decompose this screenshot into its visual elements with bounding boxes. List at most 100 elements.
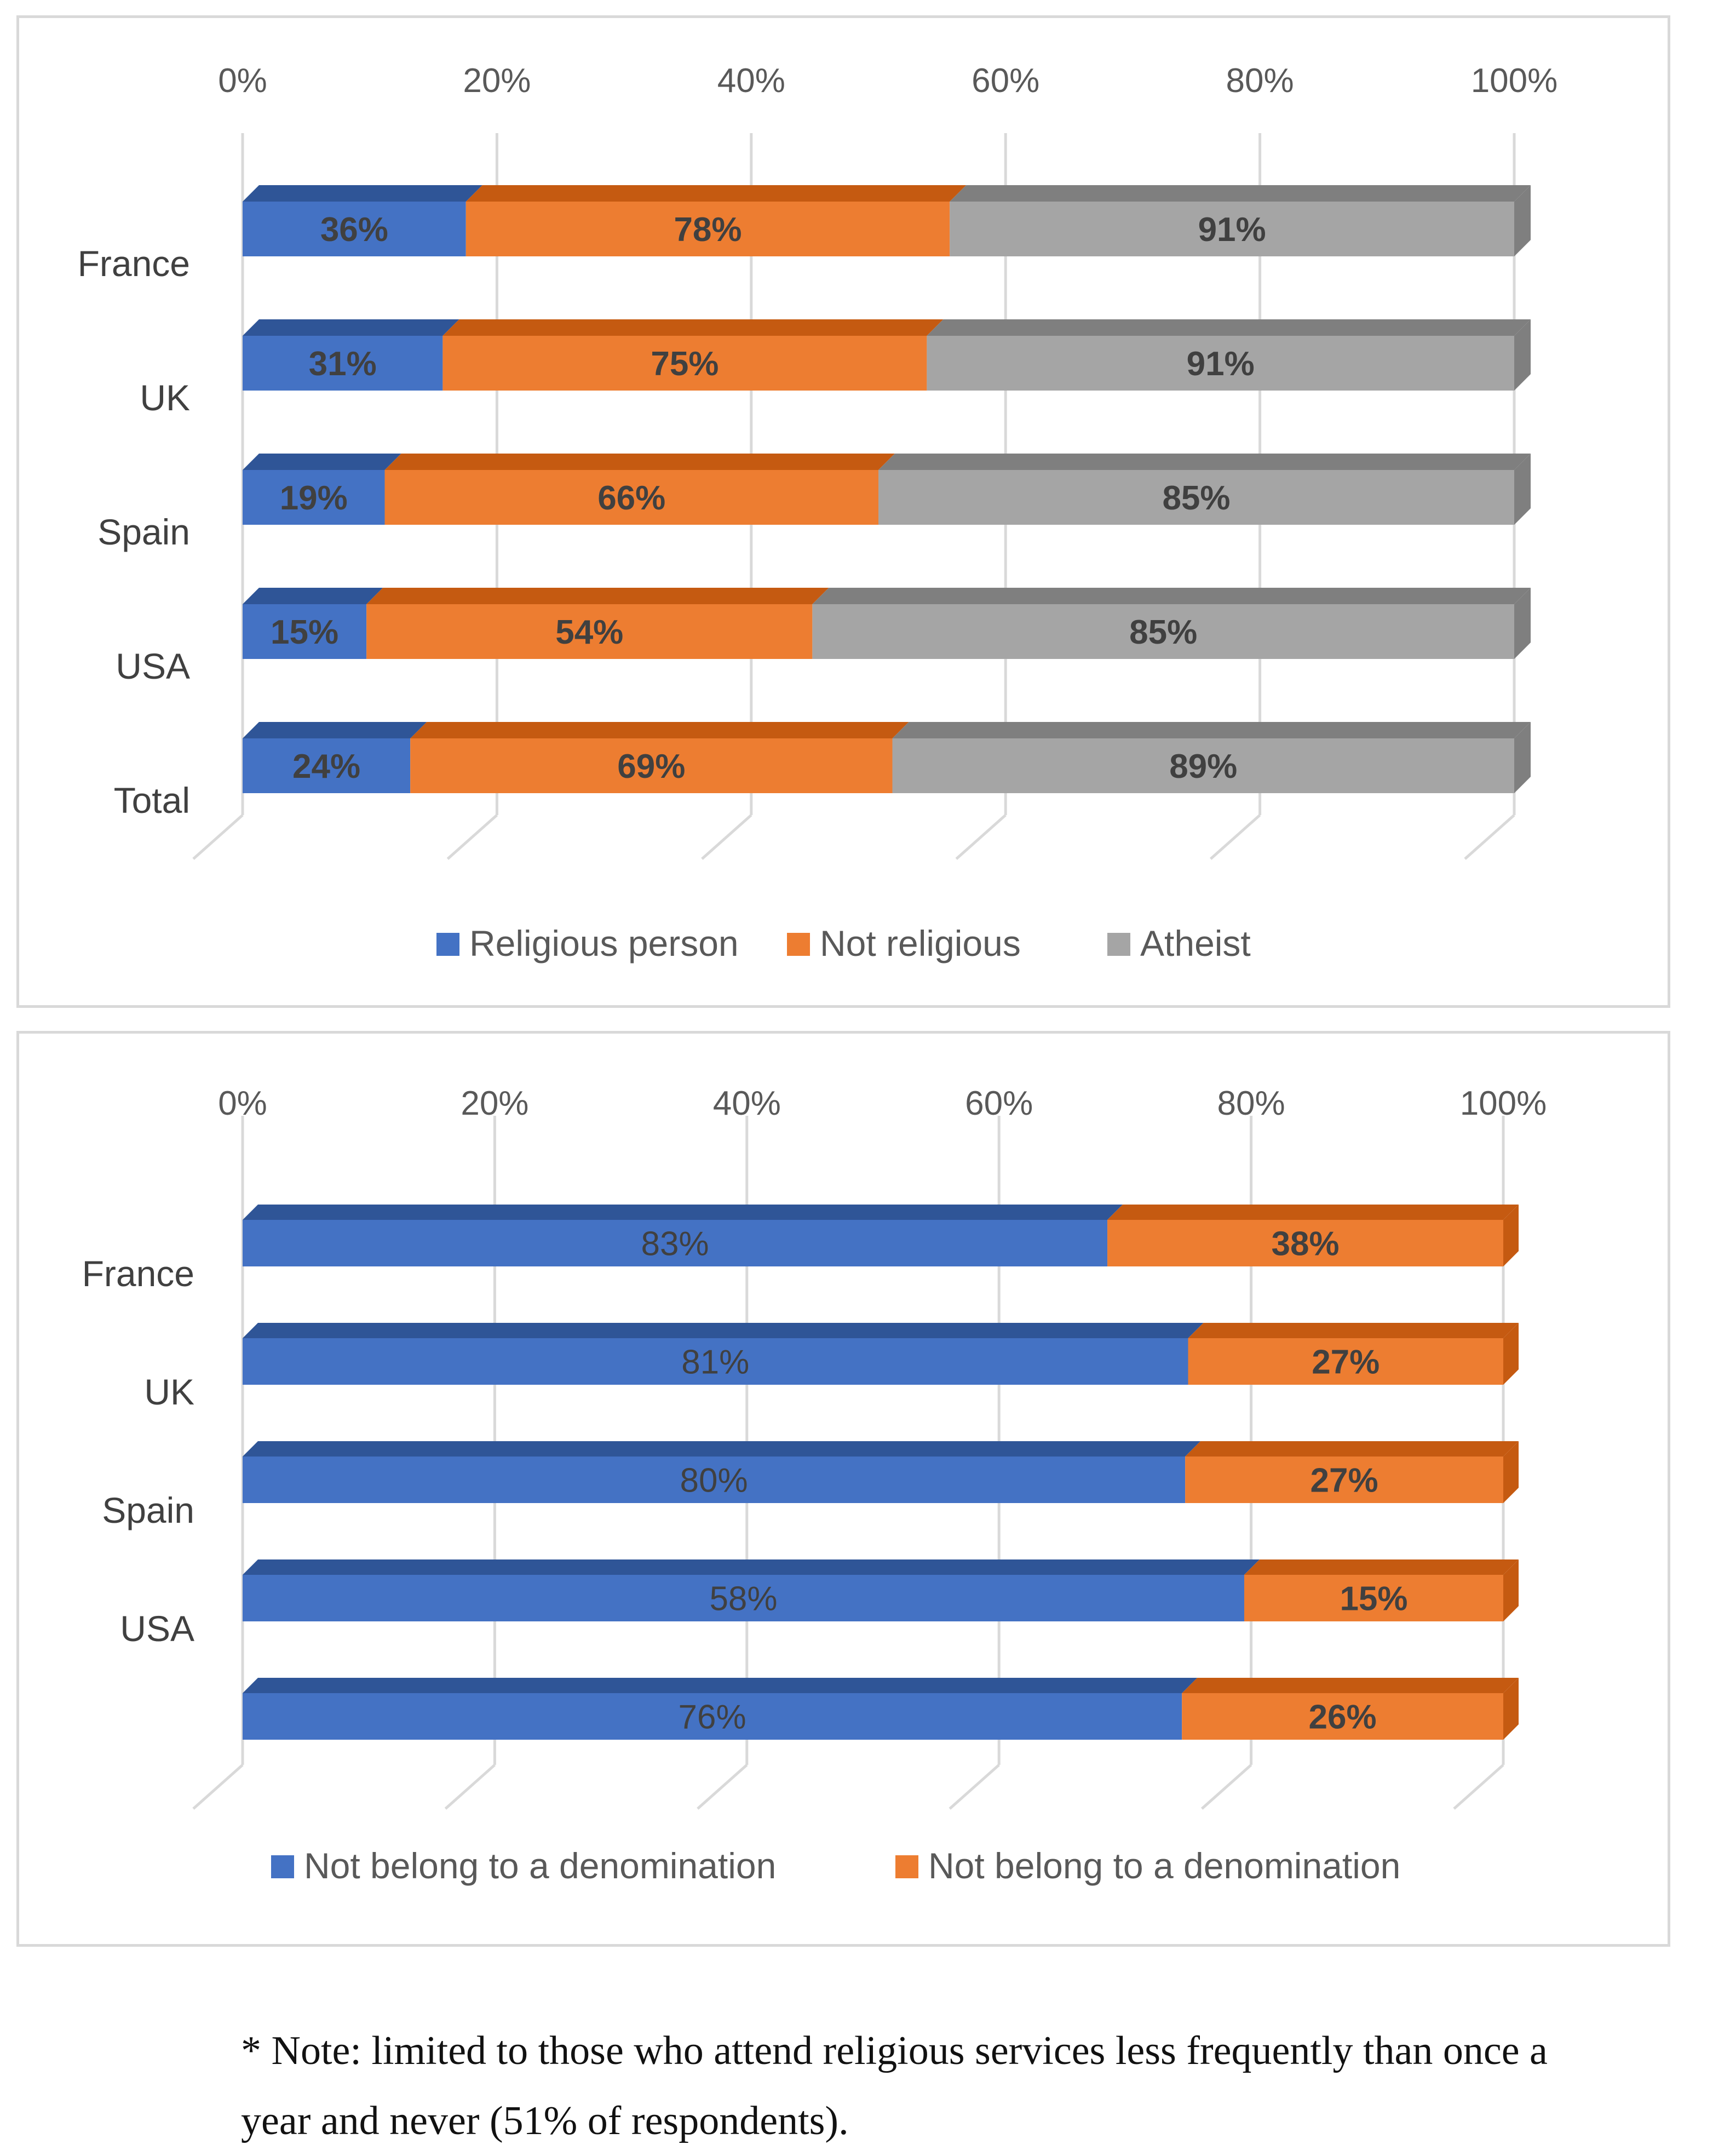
chart-religiosity-by-country: 0% 20% 40% 60% 80% 100% France 36% 78% 91% UK 31% 75…: [78, 62, 1558, 964]
chart-panel-denomination: 0% 20% 40% 60% 80% 100% France 83% 38% UK 81% 27% Sp…: [16, 1031, 1670, 1947]
bar-top-religious-person-0-usa: [243, 588, 383, 604]
data-label-atheist-2-france: 91%: [1198, 211, 1266, 249]
data-label-not-belong-to-a-denomination-0-uk: 81%: [681, 1344, 749, 1381]
bar-religious-person-0-spain: [243, 470, 385, 525]
floor-line-4: [1200, 1764, 1252, 1810]
data-label-not-belong-to-a-denomination-1-france: 38%: [1271, 1225, 1339, 1263]
bar-not-religious-1-usa: [366, 604, 813, 659]
bar-side-usa: [1514, 588, 1531, 659]
bar-not-belong-to-a-denomination-1-blank: [1182, 1693, 1503, 1740]
legend-swatch-2: [1107, 933, 1130, 956]
bar-not-belong-to-a-denomination-1-france: [1107, 1220, 1503, 1266]
bar-top-not-belong-to-a-denomination-1-france: [1107, 1205, 1519, 1220]
category-label-usa: USA: [120, 1608, 194, 1649]
bar-top-atheist-2-france: [950, 185, 1531, 202]
data-label-religious-person-0-uk: 31%: [309, 345, 377, 383]
data-label-not-belong-to-a-denomination-0-blank: 76%: [679, 1699, 746, 1736]
floor-line-3: [949, 1764, 1000, 1810]
floor-line-5: [1464, 814, 1515, 860]
bar-side-uk: [1503, 1323, 1519, 1385]
bar-not-belong-to-a-denomination-0-blank: [243, 1693, 1182, 1740]
bar-not-religious-1-spain: [384, 470, 878, 525]
bar-side-france: [1514, 185, 1531, 256]
x-tick-label-5: 100%: [1460, 1085, 1547, 1122]
bar-side-france: [1503, 1205, 1519, 1266]
bar-religious-person-0-total: [243, 738, 411, 793]
data-label-not-belong-to-a-denomination-0-usa: 58%: [709, 1580, 777, 1618]
bar-top-atheist-2-spain: [878, 454, 1531, 470]
bar-side-spain: [1514, 454, 1531, 525]
bar-top-not-belong-to-a-denomination-0-spain: [243, 1441, 1201, 1457]
floor-line-2: [697, 1764, 748, 1810]
legend-label-0: Not belong to a denomination: [304, 1845, 776, 1886]
category-label-spain: Spain: [102, 1490, 194, 1530]
data-label-atheist-2-spain: 85%: [1162, 479, 1230, 517]
bar-side-uk: [1514, 319, 1531, 391]
bar-not-religious-1-france: [465, 202, 950, 256]
bar-religious-person-0-usa: [243, 604, 367, 659]
bar-top-not-belong-to-a-denomination-1-usa: [1244, 1559, 1519, 1575]
bar-not-belong-to-a-denomination-0-uk: [243, 1338, 1188, 1385]
bar-top-not-religious-1-usa: [366, 588, 829, 604]
legend-label-1: Not belong to a denomination: [928, 1845, 1400, 1886]
bar-atheist-2-france: [950, 202, 1514, 256]
legend-label-0: Religious person: [469, 923, 739, 964]
floor-line-3: [955, 814, 1007, 860]
chart-panel-religiosity: 0% 20% 40% 60% 80% 100% France 36% 78% 91% UK 31% 75…: [16, 15, 1670, 1008]
floor-line-2: [701, 814, 752, 860]
data-label-atheist-2-uk: 91%: [1187, 345, 1255, 383]
chart-denomination-by-country: 0% 20% 40% 60% 80% 100% France 83% 38% UK 81% 27% Sp…: [82, 1085, 1547, 1886]
bar-top-religious-person-0-total: [243, 722, 427, 738]
bar-not-belong-to-a-denomination-0-usa: [243, 1575, 1244, 1621]
legend-swatch-1: [895, 1855, 918, 1878]
bar-side-total: [1514, 722, 1531, 793]
category-label-uk: UK: [144, 1372, 194, 1412]
footnote-line-1: * Note: limited to those who attend reli…: [241, 2028, 1548, 2073]
category-label-uk: UK: [140, 377, 190, 418]
floor-line-0: [192, 814, 244, 860]
x-tick-label-4: 80%: [1226, 62, 1294, 100]
footnote: * Note: limited to those who attend reli…: [241, 2016, 1720, 2156]
bar-top-not-belong-to-a-denomination-1-spain: [1185, 1441, 1519, 1457]
bar-top-not-religious-1-total: [410, 722, 909, 738]
x-tick-label-3: 60%: [972, 62, 1039, 100]
bar-not-belong-to-a-denomination-0-spain: [243, 1457, 1186, 1503]
bar-not-belong-to-a-denomination-1-spain: [1185, 1457, 1503, 1503]
x-tick-label-4: 80%: [1217, 1085, 1285, 1122]
bar-top-not-belong-to-a-denomination-0-usa: [243, 1559, 1260, 1575]
data-label-not-belong-to-a-denomination-1-spain: 27%: [1311, 1462, 1378, 1500]
category-label-spain: Spain: [97, 512, 190, 552]
category-label-total: Total: [114, 780, 190, 821]
x-tick-label-3: 60%: [965, 1085, 1033, 1122]
x-tick-label-0: 0%: [218, 62, 267, 100]
x-tick-label-2: 40%: [717, 62, 785, 100]
x-tick-label-0: 0%: [218, 1085, 267, 1122]
data-label-not-belong-to-a-denomination-1-blank: 26%: [1309, 1699, 1377, 1736]
data-label-not-belong-to-a-denomination-1-uk: 27%: [1312, 1344, 1380, 1381]
data-label-religious-person-0-total: 24%: [292, 748, 360, 785]
bar-religious-person-0-france: [243, 202, 466, 256]
data-label-not-religious-1-usa: 54%: [555, 613, 623, 651]
data-label-atheist-2-total: 89%: [1169, 748, 1237, 785]
floor-line-1: [444, 1764, 496, 1810]
data-label-not-religious-1-spain: 66%: [597, 479, 665, 517]
data-label-not-religious-1-france: 78%: [674, 211, 742, 249]
bar-religious-person-0-uk: [243, 336, 443, 391]
x-tick-label-2: 40%: [713, 1085, 781, 1122]
legend-label-1: Not religious: [820, 923, 1021, 964]
bar-top-not-belong-to-a-denomination-1-blank: [1182, 1678, 1519, 1693]
data-label-religious-person-0-usa: 15%: [271, 613, 338, 651]
data-label-not-religious-1-total: 69%: [617, 748, 685, 785]
data-label-not-belong-to-a-denomination-0-france: 83%: [641, 1225, 709, 1263]
bar-atheist-2-uk: [927, 336, 1514, 391]
data-label-not-belong-to-a-denomination-0-spain: 80%: [680, 1462, 748, 1500]
bar-top-not-belong-to-a-denomination-0-france: [243, 1205, 1123, 1220]
bar-top-not-religious-1-spain: [384, 454, 895, 470]
bar-top-religious-person-0-france: [243, 185, 482, 202]
bar-top-atheist-2-total: [892, 722, 1531, 738]
bar-top-not-belong-to-a-denomination-0-uk: [243, 1323, 1204, 1338]
bar-side-spain: [1503, 1441, 1519, 1503]
bar-not-religious-1-total: [410, 738, 893, 793]
legend-swatch-0: [271, 1855, 294, 1878]
bar-atheist-2-total: [892, 738, 1514, 793]
